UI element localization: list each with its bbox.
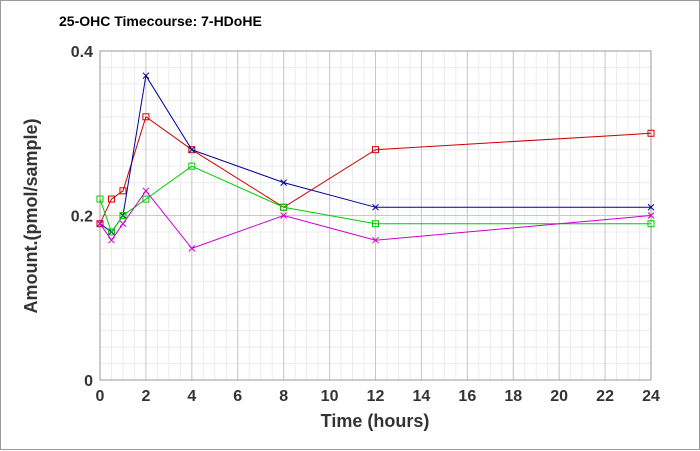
y-tick-label: 0.4 <box>71 44 93 61</box>
y-tick-label: 0.2 <box>71 209 93 226</box>
data-point <box>188 146 196 154</box>
y-axis-label: Amount.(pmol/sample) <box>21 118 41 313</box>
x-tick-label: 22 <box>596 388 614 405</box>
x-tick-label: 4 <box>187 388 196 405</box>
x-tick-label: 6 <box>233 388 242 405</box>
x-tick-label: 8 <box>279 388 288 405</box>
data-point <box>280 203 288 211</box>
data-point <box>142 72 150 80</box>
data-point <box>119 220 127 228</box>
data-point <box>647 203 655 211</box>
x-tick-label: 0 <box>96 388 105 405</box>
data-point <box>280 179 288 186</box>
data-point <box>188 162 196 170</box>
data-point <box>107 228 115 236</box>
x-tick-label: 14 <box>413 388 431 405</box>
x-axis-label: Time (hours) <box>321 411 430 431</box>
series-3 <box>96 162 655 236</box>
x-tick-label: 12 <box>367 388 385 405</box>
data-point <box>372 203 379 211</box>
series-layer <box>96 72 655 252</box>
x-axis-ticks: 0 2 4 6 8 10 12 14 16 18 20 22 24 <box>96 388 660 405</box>
data-point <box>107 195 115 203</box>
x-tick-label: 20 <box>550 388 568 405</box>
x-tick-label: 10 <box>321 388 339 405</box>
data-point <box>188 245 196 252</box>
data-point <box>372 236 379 244</box>
data-point <box>280 212 288 219</box>
data-point <box>108 236 115 244</box>
series-line <box>99 189 652 249</box>
data-point <box>119 187 127 195</box>
data-point <box>647 220 655 228</box>
data-point <box>142 187 150 195</box>
x-tick-label: 24 <box>642 388 660 405</box>
data-point <box>372 220 379 228</box>
y-axis-ticks: 0 0.2 0.4 <box>71 44 93 390</box>
series-4 <box>96 187 655 252</box>
data-point <box>96 220 104 228</box>
data-point <box>142 113 150 121</box>
x-tick-label: 16 <box>458 388 476 405</box>
chart-title: 25-OHC Timecourse: 7-HDoHE <box>59 13 262 29</box>
data-point <box>647 129 655 137</box>
data-point <box>96 195 104 203</box>
x-tick-label: 2 <box>141 388 150 405</box>
series-line <box>99 115 652 224</box>
y-tick-label: 0 <box>84 373 93 390</box>
data-point <box>647 212 655 219</box>
data-point <box>188 146 196 154</box>
data-point <box>372 146 379 154</box>
data-point <box>119 212 127 219</box>
data-point <box>142 195 150 203</box>
x-tick-label: 18 <box>504 388 522 405</box>
data-point <box>96 220 104 228</box>
